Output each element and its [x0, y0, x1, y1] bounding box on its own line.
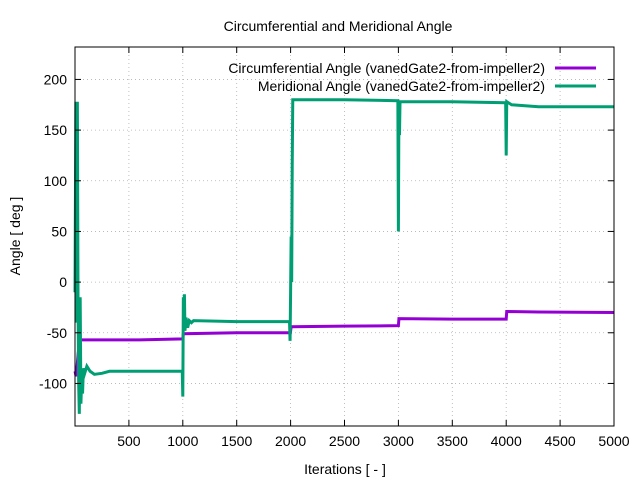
- x-tick-label: 500: [117, 433, 141, 449]
- ticks: 500 1000 1500 2000 2500 3000 3500 4000 4500 5000-…: [39, 47, 630, 449]
- x-tick-label: 3500: [437, 433, 468, 449]
- y-tick-label: 200: [44, 71, 68, 87]
- chart-title: Circumferential and Meridional Angle: [224, 18, 453, 34]
- legend-label-2: Meridional Angle (vanedGate2-from-impell…: [258, 78, 545, 94]
- x-tick-label: 1500: [221, 433, 252, 449]
- x-tick-label: 3000: [383, 433, 414, 449]
- x-tick-label: 2000: [275, 433, 306, 449]
- legend-label-1: Circumferential Angle (vanedGate2-from-i…: [228, 60, 545, 76]
- x-tick-label: 4500: [545, 433, 576, 449]
- y-tick-label: 150: [44, 122, 68, 138]
- legend: Circumferential Angle (vanedGate2-from-i…: [228, 60, 596, 94]
- y-axis-label: Angle [ deg ]: [7, 197, 23, 276]
- x-tick-label: 5000: [598, 433, 629, 449]
- y-tick-label: 50: [51, 223, 67, 239]
- y-tick-label: -100: [39, 375, 67, 391]
- y-tick-label: -50: [47, 325, 67, 341]
- series-layer: [73, 98, 615, 414]
- y-tick-label: 100: [44, 173, 68, 189]
- x-axis-label: Iterations [ - ]: [304, 461, 386, 477]
- x-tick-label: 4000: [491, 433, 522, 449]
- series-line-2: [73, 98, 614, 414]
- x-tick-label: 1000: [167, 433, 198, 449]
- x-tick-label: 2500: [329, 433, 360, 449]
- y-tick-label: 0: [59, 274, 67, 290]
